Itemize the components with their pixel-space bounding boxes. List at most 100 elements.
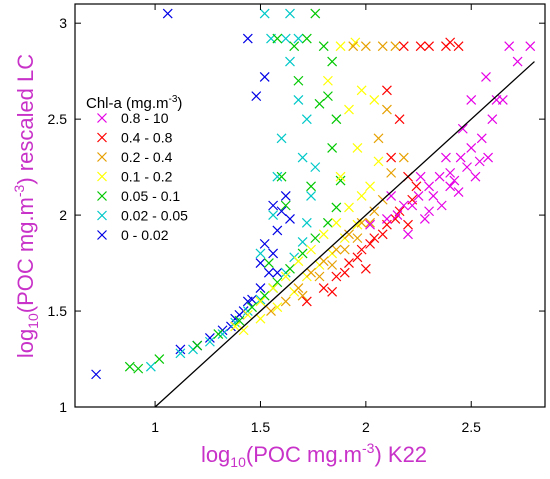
- legend-marker: [97, 210, 107, 221]
- y-tick-label: 1.5: [48, 303, 68, 319]
- data-point-series-1-3: [344, 258, 354, 268]
- data-point-series-1-15: [360, 263, 371, 274]
- data-point-series-6-13: [280, 190, 291, 201]
- data-point-series-5-11: [297, 237, 308, 247]
- data-point-series-6-9: [263, 267, 274, 278]
- data-point-series-4-20: [310, 8, 321, 19]
- y-tick-label: 3: [59, 15, 67, 31]
- legend-label: 0.8 - 10: [121, 110, 169, 126]
- legend: Chl-a (mg.m-3) 0.8 - 10 0.4 - 0.8 0.2 - 0.…: [86, 94, 188, 243]
- data-point-series-6-22: [285, 214, 295, 224]
- data-point-series-3-9: [344, 202, 354, 213]
- x-tick-label: 2.5: [461, 419, 481, 435]
- data-point-series-5-1: [175, 348, 186, 359]
- data-point-series-0-2: [398, 200, 409, 211]
- x-axis-ticks: 1 1.5 2 2.5: [151, 4, 481, 435]
- data-point-series-0-12: [419, 214, 430, 224]
- data-point-series-2-22: [348, 41, 359, 52]
- legend-marker: [97, 132, 107, 143]
- data-point-series-3-23: [356, 85, 367, 96]
- data-point-series-0-9: [476, 133, 487, 144]
- legend-label: 0.4 - 0.8: [121, 130, 173, 146]
- data-point-series-0-21: [483, 152, 494, 163]
- data-point-series-2-19: [390, 41, 401, 52]
- data-point-series-2-20: [377, 41, 388, 52]
- data-point-series-0-20: [462, 162, 472, 173]
- data-point-series-0-28: [497, 95, 508, 105]
- data-point-series-2-11: [327, 260, 338, 270]
- data-point-series-2-17: [373, 133, 384, 144]
- data-point-series-0-27: [481, 71, 491, 82]
- data-point-series-1-23: [424, 41, 435, 52]
- data-point-series-4-29: [306, 181, 316, 192]
- data-point-series-6-3: [204, 332, 215, 343]
- data-point-series-2-12: [339, 244, 350, 255]
- data-point-series-2-23: [398, 152, 409, 163]
- data-point-series-0-4: [424, 181, 435, 192]
- data-point-series-4-13: [331, 202, 342, 213]
- data-point-series-6-8: [255, 283, 266, 293]
- data-point-series-3-22: [344, 104, 354, 115]
- data-point-series-3-21: [352, 143, 363, 153]
- data-point-series-5-16: [293, 95, 304, 105]
- data-point-series-5-12: [301, 217, 312, 228]
- x-axis-title: log10(POC mg.m-3) K22: [201, 440, 427, 470]
- data-point-series-0-8: [466, 143, 477, 153]
- data-point-series-2-1: [280, 296, 291, 307]
- data-point-series-3-25: [335, 41, 346, 52]
- data-point-series-0-1: [382, 214, 392, 224]
- data-point-series-6-15: [255, 258, 266, 268]
- data-point-series-1-19: [386, 152, 397, 163]
- data-point-series-4-6: [247, 302, 257, 313]
- data-point-series-1-2: [331, 271, 342, 282]
- data-point-series-5-3: [204, 336, 215, 347]
- legend-marker: [97, 171, 107, 182]
- data-point-series-4-26: [280, 200, 291, 211]
- data-point-series-4-5: [234, 315, 245, 326]
- data-point-series-0-23: [504, 41, 515, 52]
- data-point-series-4-1: [133, 363, 144, 374]
- data-point-series-4-14: [335, 175, 346, 186]
- data-point-series-5-23: [272, 171, 283, 182]
- data-point-series-0-31: [415, 171, 426, 182]
- data-point-series-0-32: [386, 190, 397, 201]
- data-point-series-5-18: [280, 33, 291, 44]
- data-point-series-6-20: [242, 296, 253, 307]
- data-point-series-0-29: [457, 123, 468, 134]
- data-point-series-3-3: [268, 283, 279, 293]
- data-point-series-0-16: [392, 210, 403, 221]
- data-point-series-6-18: [242, 33, 253, 44]
- data-point-series-3-12: [255, 313, 266, 324]
- data-point-series-2-6: [344, 229, 354, 240]
- data-point-series-0-30: [441, 152, 451, 163]
- legend-item: 0.2 - 0.4: [97, 149, 173, 165]
- data-point-series-2-4: [318, 256, 329, 267]
- data-point-series-4-4: [213, 329, 224, 340]
- data-point-series-0-14: [453, 187, 464, 197]
- data-point-series-0-35: [474, 156, 485, 167]
- data-point-series-4-16: [331, 114, 342, 125]
- data-point-series-0-6: [445, 167, 456, 178]
- y-axis-title: log10(POC mg.m-3) rescaled LC: [11, 54, 41, 358]
- legend-marker: [97, 113, 107, 123]
- data-point-series-2-21: [360, 41, 371, 52]
- x-tick-label: 2: [362, 419, 370, 435]
- data-point-series-3-11: [238, 325, 249, 336]
- data-point-series-1-27: [415, 41, 426, 52]
- data-point-series-6-14: [268, 200, 279, 211]
- x-tick-label: 1: [151, 419, 159, 435]
- data-point-series-2-2: [293, 283, 304, 293]
- data-point-series-4-7: [259, 290, 270, 301]
- data-point-series-0-18: [428, 190, 439, 201]
- data-point-series-5-24: [268, 210, 279, 221]
- data-point-series-0-24: [525, 41, 536, 52]
- data-point-series-1-9: [339, 267, 350, 278]
- data-point-series-5-22: [285, 8, 295, 19]
- data-point-series-3-13: [272, 302, 283, 313]
- data-point-series-3-7: [318, 229, 329, 240]
- data-point-series-5-4: [217, 329, 228, 340]
- data-point-series-1-10: [352, 252, 363, 263]
- legend-item: 0 - 0.02: [97, 227, 169, 243]
- data-point-series-1-4: [356, 244, 367, 255]
